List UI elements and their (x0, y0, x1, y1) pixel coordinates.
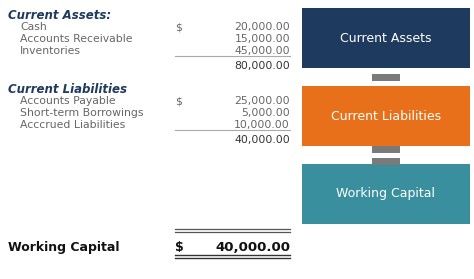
FancyBboxPatch shape (302, 164, 470, 224)
Text: Current Liabilities: Current Liabilities (8, 83, 127, 96)
Text: 20,000.00: 20,000.00 (234, 22, 290, 32)
FancyBboxPatch shape (372, 146, 400, 153)
Text: Current Liabilities: Current Liabilities (331, 109, 441, 122)
Text: Cash: Cash (20, 22, 47, 32)
FancyBboxPatch shape (302, 8, 470, 68)
Text: 15,000.00: 15,000.00 (234, 34, 290, 44)
Text: 10,000.00: 10,000.00 (234, 120, 290, 130)
FancyBboxPatch shape (302, 86, 470, 146)
Text: 40,000.00: 40,000.00 (215, 241, 290, 254)
Text: Current Assets:: Current Assets: (8, 9, 111, 22)
Text: Accounts Payable: Accounts Payable (20, 96, 116, 106)
Text: Working Capital: Working Capital (8, 241, 119, 254)
Text: $: $ (175, 241, 184, 254)
Text: $: $ (175, 96, 182, 106)
Text: Current Assets: Current Assets (340, 32, 432, 44)
FancyBboxPatch shape (372, 73, 400, 81)
Text: 80,000.00: 80,000.00 (234, 61, 290, 71)
Text: Accounts Receivable: Accounts Receivable (20, 34, 133, 44)
Text: Acccrued Liabilities: Acccrued Liabilities (20, 120, 125, 130)
Text: 40,000.00: 40,000.00 (234, 135, 290, 145)
FancyBboxPatch shape (372, 158, 400, 165)
Text: 45,000.00: 45,000.00 (234, 46, 290, 56)
Text: 5,000.00: 5,000.00 (241, 108, 290, 118)
Text: Inventories: Inventories (20, 46, 81, 56)
Text: Working Capital: Working Capital (337, 187, 436, 201)
Text: 25,000.00: 25,000.00 (234, 96, 290, 106)
Text: $: $ (175, 22, 182, 32)
Text: Short-term Borrowings: Short-term Borrowings (20, 108, 144, 118)
